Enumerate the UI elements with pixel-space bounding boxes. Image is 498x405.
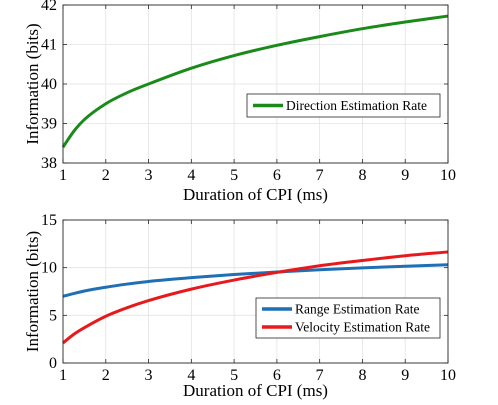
top-ticks <box>62 4 449 164</box>
top-legend-box <box>246 93 441 118</box>
top-x-tick-label: 7 <box>316 167 324 184</box>
bottom-plot-area <box>63 220 448 363</box>
top-x-tick-label: 8 <box>358 167 366 184</box>
bottom-x-tick-label: 9 <box>401 367 409 384</box>
top-x-tick-label: 9 <box>401 167 409 184</box>
top-y-tick-label: 41 <box>41 37 57 54</box>
top-x-tick-label: 1 <box>59 167 67 184</box>
top-x-tick-label: 2 <box>102 167 110 184</box>
bottom-x-tick-label: 4 <box>187 367 195 384</box>
series-line-direction <box>61 14 449 149</box>
top-y-tick-label: 38 <box>41 155 57 172</box>
bottom-x-tick-label: 5 <box>230 367 238 384</box>
legend-label-direction: Direction Estimation Rate <box>286 98 427 113</box>
top-y-tick-label: 40 <box>41 76 57 93</box>
bottom-plot-frame <box>62 219 449 364</box>
bottom-x-tick-label: 6 <box>273 367 281 384</box>
bottom-y-tick-label: 0 <box>49 355 57 372</box>
bottom-x-tick-label: 3 <box>145 367 153 384</box>
legend-label-range: Range Estimation Rate <box>295 302 419 317</box>
top-x-tick-label: 10 <box>440 167 456 184</box>
legend-label-velocity: Velocity Estimation Rate <box>295 320 430 335</box>
bottom-ticks <box>62 219 449 364</box>
top-x-tick-label: 4 <box>187 167 195 184</box>
bottom-x-tick-label: 2 <box>102 367 110 384</box>
top-x-tick-label: 3 <box>145 167 153 184</box>
bottom-x-axis-label: Duration of CPI (ms) <box>183 381 328 400</box>
bottom-y-tick-labels: 0 5 10 15 <box>41 212 57 372</box>
top-x-tick-labels: 1 2 3 4 5 6 7 8 9 10 <box>59 167 456 184</box>
series-line-range <box>62 263 449 298</box>
bottom-y-axis-label: Information (bits) <box>23 231 42 352</box>
bottom-x-tick-label: 8 <box>358 367 366 384</box>
bottom-series <box>62 250 449 345</box>
bottom-y-tick-label: 5 <box>49 307 57 324</box>
series-line-velocity <box>62 250 449 345</box>
top-y-axis-label: Information (bits) <box>23 23 42 144</box>
top-x-axis-label: Duration of CPI (ms) <box>183 185 328 204</box>
top-legend: Direction Estimation Rate <box>246 93 441 118</box>
bottom-x-tick-labels: 1 2 3 4 5 6 7 8 9 10 <box>59 367 456 384</box>
bottom-x-tick-label: 1 <box>59 367 67 384</box>
bottom-x-tick-label: 10 <box>440 367 456 384</box>
top-x-tick-label: 5 <box>230 167 238 184</box>
top-series <box>61 14 449 149</box>
bottom-y-tick-label: 10 <box>41 260 57 277</box>
top-chart: 1 2 3 4 5 6 7 8 9 10 38 39 40 41 42 Duration of CPI (… <box>23 0 456 204</box>
top-x-tick-label: 6 <box>273 167 281 184</box>
top-y-tick-label: 39 <box>41 116 57 133</box>
bottom-y-tick-label: 15 <box>41 212 57 229</box>
bottom-x-tick-label: 7 <box>316 367 324 384</box>
bottom-legend: Range Estimation Rate Velocity Estimatio… <box>255 297 441 339</box>
top-y-tick-labels: 38 39 40 41 42 <box>41 0 57 172</box>
bottom-legend-box <box>255 297 441 339</box>
top-y-tick-label: 42 <box>41 0 57 14</box>
